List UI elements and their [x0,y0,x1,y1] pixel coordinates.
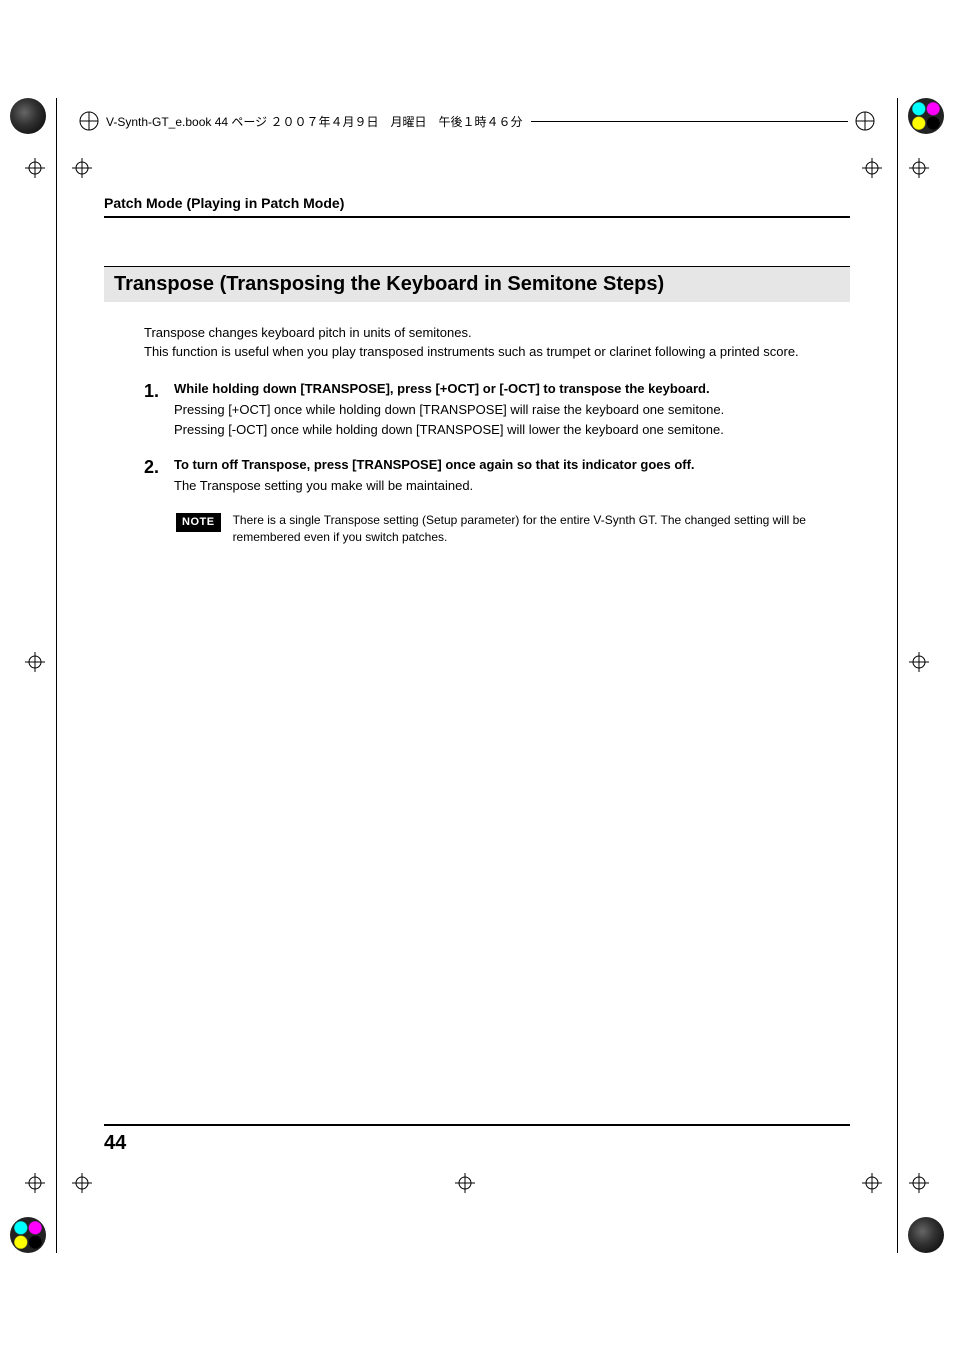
registration-mark-icon [909,1173,929,1193]
registration-mark-icon [72,158,92,178]
intro-line: This function is useful when you play tr… [144,343,850,362]
printer-swatch-top-right [908,98,944,134]
printer-swatch-top-left [10,98,46,134]
crop-header-text: V-Synth-GT_e.book 44 ページ ２００７年４月９日 月曜日 午… [106,113,523,130]
page-number: 44 [104,1132,850,1155]
registration-mark-icon [25,1173,45,1193]
registration-mark-icon [862,1173,882,1193]
registration-mark-icon [909,652,929,672]
registration-mark-icon [25,158,45,178]
crop-rule-right [897,98,898,1253]
page-footer: 44 [104,1124,850,1155]
footer-rule [104,1124,850,1126]
crop-header-line [531,121,849,122]
crop-header-mark-icon [854,110,876,132]
steps-list: While holding down [TRANSPOSE], press [+… [144,380,850,496]
step-title: To turn off Transpose, press [TRANSPOSE]… [174,456,850,475]
registration-mark-icon [455,1173,475,1193]
intro-line: Transpose changes keyboard pitch in unit… [144,324,850,343]
page-content: Patch Mode (Playing in Patch Mode) Trans… [104,195,850,546]
printer-swatch-bottom-right [908,1217,944,1253]
registration-mark-icon [862,158,882,178]
step-title: While holding down [TRANSPOSE], press [+… [174,380,850,399]
crop-header-row: V-Synth-GT_e.book 44 ページ ２００７年４月９日 月曜日 午… [78,110,876,132]
step-item: To turn off Transpose, press [TRANSPOSE]… [144,456,850,496]
crop-header-mark-icon [78,110,100,132]
intro-paragraph: Transpose changes keyboard pitch in unit… [144,324,850,362]
crop-rule-left [56,98,57,1253]
printer-swatch-bottom-left [10,1217,46,1253]
step-body: The Transpose setting you make will be m… [174,477,850,496]
note-badge: NOTE [176,513,221,532]
step-body: Pressing [+OCT] once while holding down … [174,401,850,420]
section-title: Transpose (Transposing the Keyboard in S… [104,266,850,302]
registration-mark-icon [72,1173,92,1193]
registration-mark-icon [909,158,929,178]
step-item: While holding down [TRANSPOSE], press [+… [144,380,850,441]
note-block: NOTE There is a single Transpose setting… [176,512,850,546]
header-rule [104,216,850,218]
running-head: Patch Mode (Playing in Patch Mode) [104,195,850,215]
registration-mark-icon [25,652,45,672]
note-text: There is a single Transpose setting (Set… [233,512,850,546]
step-body: Pressing [-OCT] once while holding down … [174,421,850,440]
